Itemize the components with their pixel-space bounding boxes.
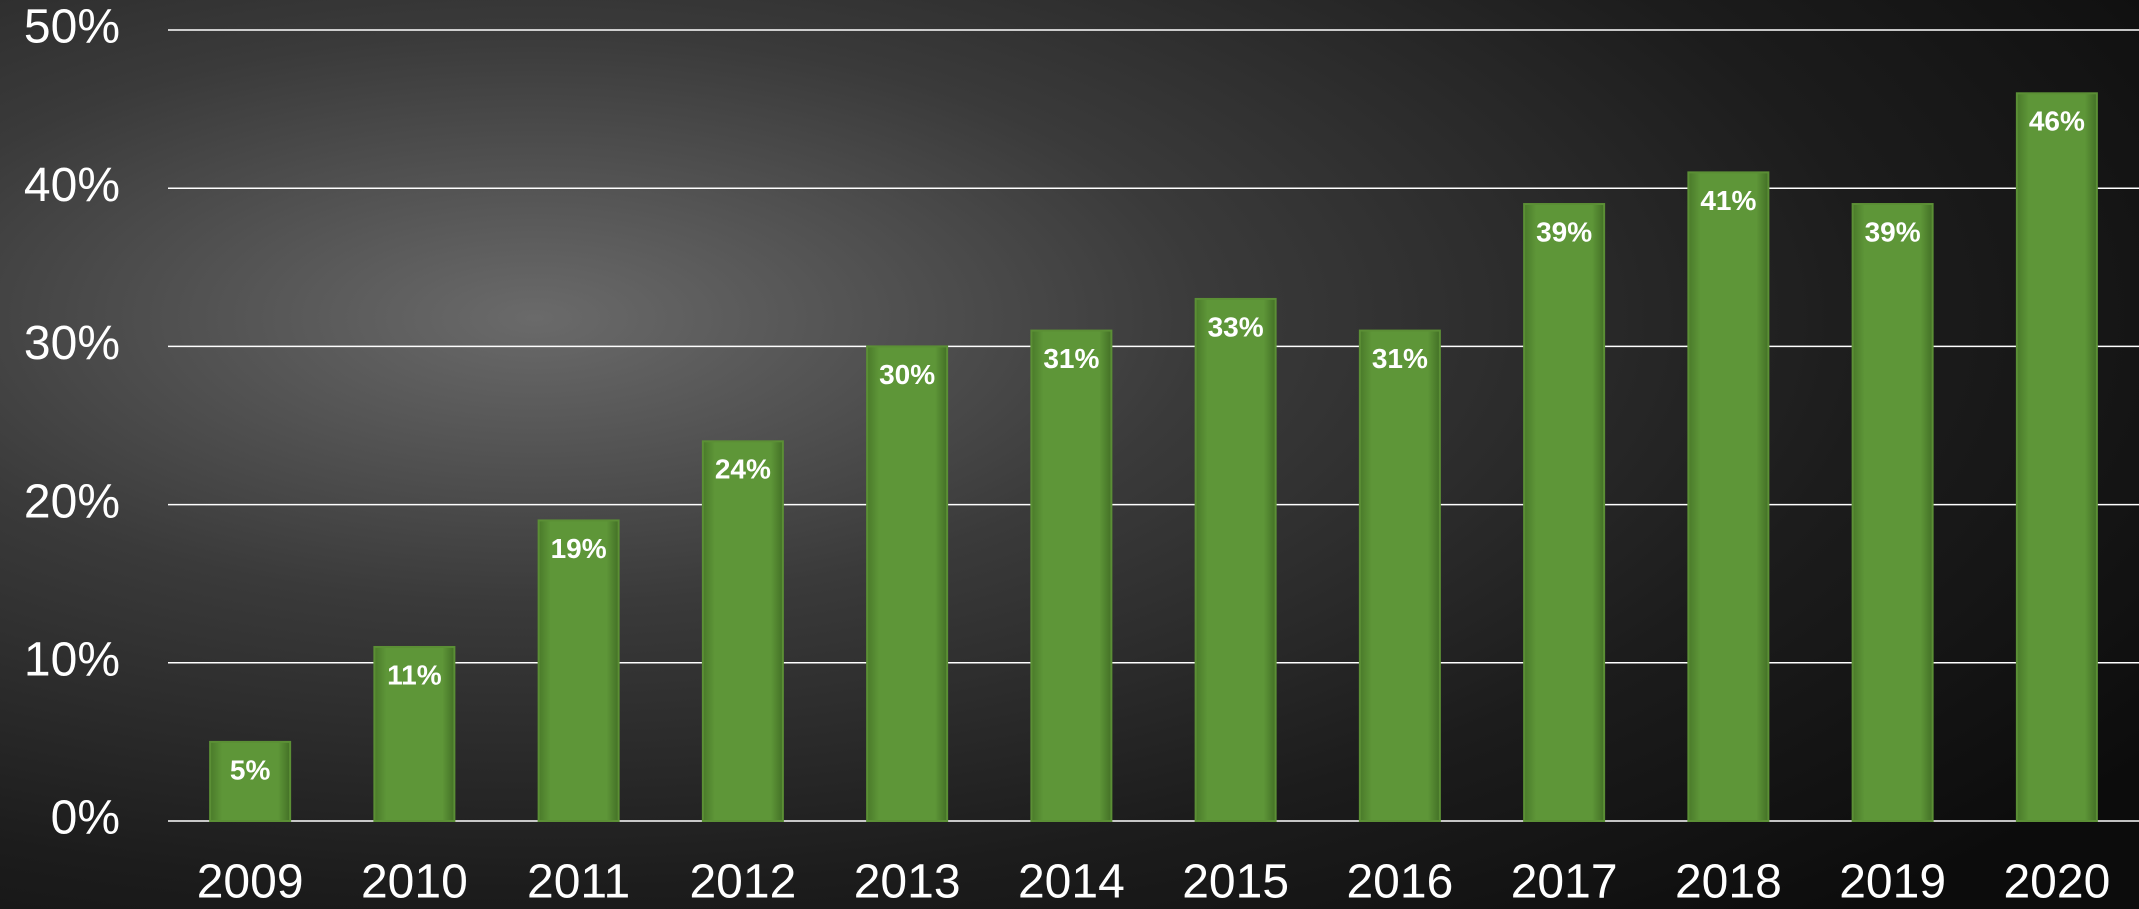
- value-label: 19%: [551, 533, 607, 564]
- y-tick-label: 0%: [51, 792, 120, 845]
- chart: 0% 10% 20% 30% 40% 50% 2009 5% 2010 11% 2011 19% 201…: [0, 0, 2139, 909]
- x-tick-label: 2015: [1182, 856, 1289, 909]
- bar: [2017, 93, 2097, 821]
- x-tick-label: 2014: [1018, 856, 1125, 909]
- value-label: 39%: [1536, 216, 1592, 247]
- value-label: 30%: [879, 359, 935, 390]
- bar: [1196, 299, 1276, 821]
- y-tick-label: 30%: [24, 317, 120, 370]
- x-tick-label: 2010: [361, 856, 468, 909]
- value-label: 39%: [1865, 216, 1921, 247]
- value-label: 31%: [1043, 343, 1099, 374]
- value-label: 31%: [1372, 343, 1428, 374]
- bar: [1688, 172, 1768, 821]
- value-label: 5%: [230, 754, 271, 785]
- x-tick-label: 2012: [689, 856, 796, 909]
- bar: [1360, 331, 1440, 821]
- x-tick-label: 2013: [854, 856, 961, 909]
- x-tick-label: 2018: [1675, 856, 1782, 909]
- bar: [1853, 204, 1933, 821]
- x-tick-label: 2019: [1839, 856, 1946, 909]
- bar: [867, 346, 947, 821]
- y-tick-label: 50%: [24, 1, 120, 54]
- y-tick-label: 40%: [24, 159, 120, 212]
- value-label: 46%: [2029, 106, 2085, 137]
- bar: [1524, 204, 1604, 821]
- value-label: 33%: [1208, 311, 1264, 342]
- value-label: 41%: [1700, 185, 1756, 216]
- x-tick-label: 2009: [197, 856, 304, 909]
- value-label: 11%: [387, 659, 442, 690]
- bar: [1031, 331, 1111, 821]
- x-tick-label: 2011: [527, 856, 630, 909]
- x-tick-label: 2016: [1346, 856, 1453, 909]
- y-tick-label: 20%: [24, 475, 120, 528]
- bar: [703, 441, 783, 821]
- y-tick-label: 10%: [24, 633, 120, 686]
- value-label: 24%: [715, 454, 771, 485]
- x-tick-label: 2017: [1511, 856, 1618, 909]
- bar: [539, 520, 619, 821]
- x-tick-label: 2020: [2003, 856, 2110, 909]
